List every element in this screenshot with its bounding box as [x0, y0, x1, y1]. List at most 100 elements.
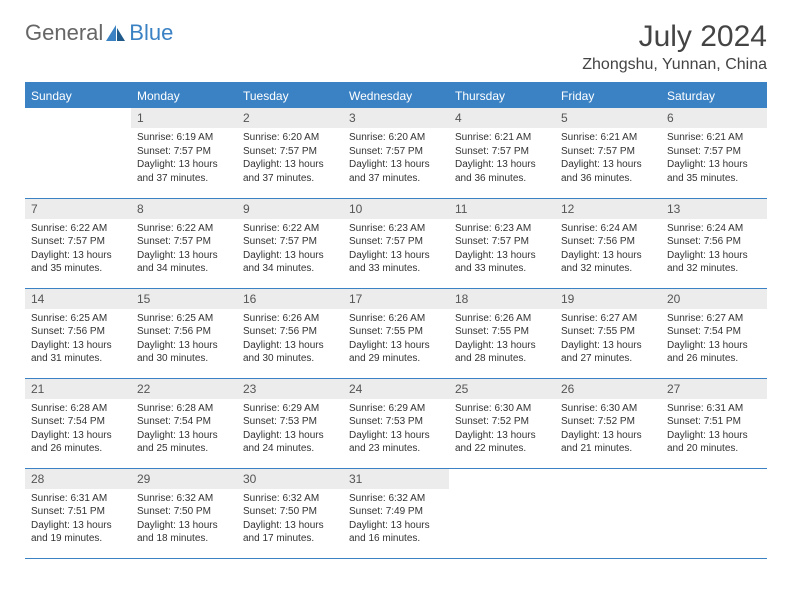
day-number: 20: [661, 289, 767, 309]
day-number: 10: [343, 199, 449, 219]
sunset-line: Sunset: 7:51 PM: [667, 415, 761, 429]
sunrise-line: Sunrise: 6:26 AM: [243, 312, 337, 326]
sunset-line: Sunset: 7:56 PM: [561, 235, 655, 249]
day-number: 9: [237, 199, 343, 219]
sunrise-line: Sunrise: 6:22 AM: [137, 222, 231, 236]
logo-text-blue: Blue: [129, 20, 173, 46]
daylight-line: Daylight: 13 hours and 35 minutes.: [31, 249, 125, 276]
logo-text-general: General: [25, 20, 103, 46]
day-number: 4: [449, 108, 555, 128]
sunset-line: Sunset: 7:57 PM: [349, 235, 443, 249]
calendar-empty-cell: [555, 468, 661, 558]
daylight-line: Daylight: 13 hours and 26 minutes.: [667, 339, 761, 366]
sunrise-line: Sunrise: 6:31 AM: [31, 492, 125, 506]
daylight-line: Daylight: 13 hours and 16 minutes.: [349, 519, 443, 546]
sunset-line: Sunset: 7:57 PM: [137, 235, 231, 249]
daylight-line: Daylight: 13 hours and 37 minutes.: [349, 158, 443, 185]
day-number: 6: [661, 108, 767, 128]
calendar-day-cell: 6Sunrise: 6:21 AMSunset: 7:57 PMDaylight…: [661, 108, 767, 198]
day-details: Sunrise: 6:26 AMSunset: 7:55 PMDaylight:…: [343, 309, 449, 372]
day-details: Sunrise: 6:27 AMSunset: 7:55 PMDaylight:…: [555, 309, 661, 372]
calendar-day-cell: 26Sunrise: 6:30 AMSunset: 7:52 PMDayligh…: [555, 378, 661, 468]
daylight-line: Daylight: 13 hours and 25 minutes.: [137, 429, 231, 456]
sunrise-line: Sunrise: 6:26 AM: [455, 312, 549, 326]
calendar-day-cell: 31Sunrise: 6:32 AMSunset: 7:49 PMDayligh…: [343, 468, 449, 558]
daylight-line: Daylight: 13 hours and 36 minutes.: [561, 158, 655, 185]
day-number: 30: [237, 469, 343, 489]
calendar-day-cell: 28Sunrise: 6:31 AMSunset: 7:51 PMDayligh…: [25, 468, 131, 558]
sunrise-line: Sunrise: 6:25 AM: [137, 312, 231, 326]
calendar-day-cell: 19Sunrise: 6:27 AMSunset: 7:55 PMDayligh…: [555, 288, 661, 378]
daylight-line: Daylight: 13 hours and 37 minutes.: [137, 158, 231, 185]
day-details: Sunrise: 6:25 AMSunset: 7:56 PMDaylight:…: [131, 309, 237, 372]
calendar-day-cell: 11Sunrise: 6:23 AMSunset: 7:57 PMDayligh…: [449, 198, 555, 288]
calendar-table: SundayMondayTuesdayWednesdayThursdayFrid…: [25, 82, 767, 559]
day-number: 8: [131, 199, 237, 219]
daylight-line: Daylight: 13 hours and 34 minutes.: [243, 249, 337, 276]
weekday-header-row: SundayMondayTuesdayWednesdayThursdayFrid…: [25, 83, 767, 108]
sunset-line: Sunset: 7:57 PM: [137, 145, 231, 159]
calendar-day-cell: 4Sunrise: 6:21 AMSunset: 7:57 PMDaylight…: [449, 108, 555, 198]
sunrise-line: Sunrise: 6:31 AM: [667, 402, 761, 416]
page-title: July 2024: [582, 20, 767, 54]
sunset-line: Sunset: 7:57 PM: [561, 145, 655, 159]
sunrise-line: Sunrise: 6:20 AM: [349, 131, 443, 145]
sunset-line: Sunset: 7:57 PM: [455, 235, 549, 249]
sunset-line: Sunset: 7:50 PM: [137, 505, 231, 519]
sunrise-line: Sunrise: 6:20 AM: [243, 131, 337, 145]
weekday-header: Tuesday: [237, 83, 343, 108]
daylight-line: Daylight: 13 hours and 30 minutes.: [243, 339, 337, 366]
sunset-line: Sunset: 7:52 PM: [561, 415, 655, 429]
daylight-line: Daylight: 13 hours and 31 minutes.: [31, 339, 125, 366]
title-block: July 2024 Zhongshu, Yunnan, China: [582, 20, 767, 74]
weekday-header: Friday: [555, 83, 661, 108]
sunrise-line: Sunrise: 6:19 AM: [137, 131, 231, 145]
daylight-line: Daylight: 13 hours and 24 minutes.: [243, 429, 337, 456]
sunrise-line: Sunrise: 6:30 AM: [455, 402, 549, 416]
day-number: 26: [555, 379, 661, 399]
daylight-line: Daylight: 13 hours and 26 minutes.: [31, 429, 125, 456]
day-details: Sunrise: 6:32 AMSunset: 7:50 PMDaylight:…: [131, 489, 237, 552]
sunrise-line: Sunrise: 6:22 AM: [243, 222, 337, 236]
day-number: 7: [25, 199, 131, 219]
day-details: Sunrise: 6:25 AMSunset: 7:56 PMDaylight:…: [25, 309, 131, 372]
weekday-header: Sunday: [25, 83, 131, 108]
calendar-week-row: 14Sunrise: 6:25 AMSunset: 7:56 PMDayligh…: [25, 288, 767, 378]
daylight-line: Daylight: 13 hours and 36 minutes.: [455, 158, 549, 185]
calendar-week-row: 28Sunrise: 6:31 AMSunset: 7:51 PMDayligh…: [25, 468, 767, 558]
day-details: Sunrise: 6:27 AMSunset: 7:54 PMDaylight:…: [661, 309, 767, 372]
calendar-empty-cell: [449, 468, 555, 558]
day-number: 19: [555, 289, 661, 309]
sunset-line: Sunset: 7:57 PM: [455, 145, 549, 159]
day-number: 5: [555, 108, 661, 128]
calendar-week-row: 7Sunrise: 6:22 AMSunset: 7:57 PMDaylight…: [25, 198, 767, 288]
daylight-line: Daylight: 13 hours and 17 minutes.: [243, 519, 337, 546]
sunset-line: Sunset: 7:56 PM: [31, 325, 125, 339]
sunrise-line: Sunrise: 6:23 AM: [349, 222, 443, 236]
calendar-day-cell: 23Sunrise: 6:29 AMSunset: 7:53 PMDayligh…: [237, 378, 343, 468]
weekday-header: Thursday: [449, 83, 555, 108]
sunrise-line: Sunrise: 6:28 AM: [137, 402, 231, 416]
sunrise-line: Sunrise: 6:28 AM: [31, 402, 125, 416]
calendar-empty-cell: [661, 468, 767, 558]
day-details: Sunrise: 6:22 AMSunset: 7:57 PMDaylight:…: [131, 219, 237, 282]
day-details: Sunrise: 6:29 AMSunset: 7:53 PMDaylight:…: [237, 399, 343, 462]
sunrise-line: Sunrise: 6:32 AM: [349, 492, 443, 506]
sunrise-line: Sunrise: 6:32 AM: [137, 492, 231, 506]
day-number: 21: [25, 379, 131, 399]
calendar-empty-cell: [25, 108, 131, 198]
daylight-line: Daylight: 13 hours and 27 minutes.: [561, 339, 655, 366]
calendar-day-cell: 3Sunrise: 6:20 AMSunset: 7:57 PMDaylight…: [343, 108, 449, 198]
calendar-week-row: 21Sunrise: 6:28 AMSunset: 7:54 PMDayligh…: [25, 378, 767, 468]
day-number: 12: [555, 199, 661, 219]
day-details: Sunrise: 6:31 AMSunset: 7:51 PMDaylight:…: [25, 489, 131, 552]
sunset-line: Sunset: 7:55 PM: [349, 325, 443, 339]
sunrise-line: Sunrise: 6:30 AM: [561, 402, 655, 416]
daylight-line: Daylight: 13 hours and 20 minutes.: [667, 429, 761, 456]
sunrise-line: Sunrise: 6:22 AM: [31, 222, 125, 236]
day-number: 22: [131, 379, 237, 399]
calendar-day-cell: 25Sunrise: 6:30 AMSunset: 7:52 PMDayligh…: [449, 378, 555, 468]
day-number: 18: [449, 289, 555, 309]
weekday-header: Monday: [131, 83, 237, 108]
daylight-line: Daylight: 13 hours and 35 minutes.: [667, 158, 761, 185]
